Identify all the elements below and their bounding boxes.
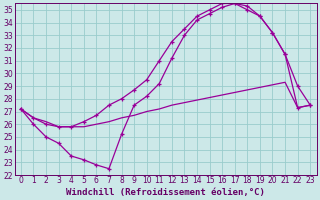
X-axis label: Windchill (Refroidissement éolien,°C): Windchill (Refroidissement éolien,°C) (66, 188, 265, 197)
